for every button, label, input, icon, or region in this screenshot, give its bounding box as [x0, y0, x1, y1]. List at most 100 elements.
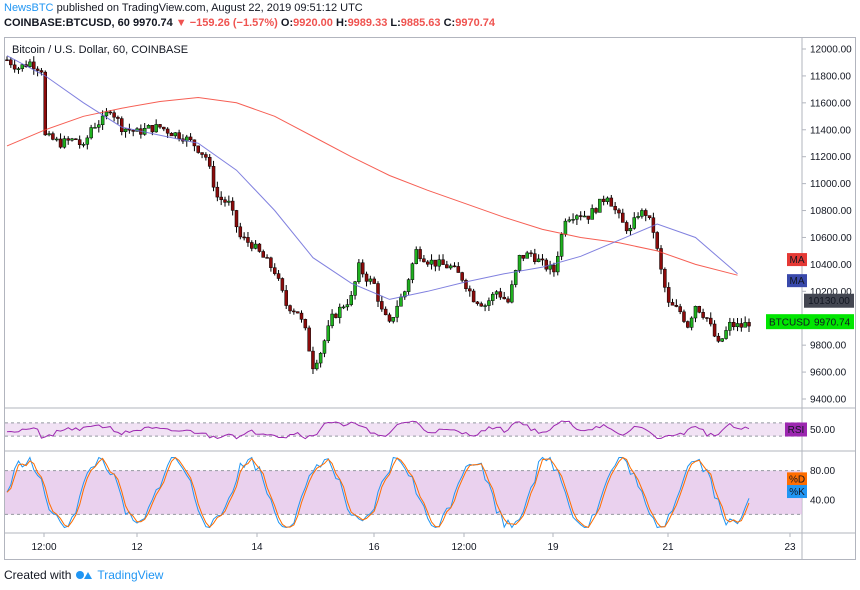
stoch-k-flag: %K: [789, 487, 805, 498]
candle-body: [51, 133, 55, 140]
tradingview-logo-icon: [76, 571, 93, 579]
candle-body: [20, 64, 25, 69]
candle-body: [146, 125, 151, 129]
close-label: C:: [443, 17, 456, 29]
candle-body: [395, 305, 399, 318]
candle-body: [567, 219, 571, 222]
candle-body: [341, 306, 346, 309]
candle-body: [246, 237, 250, 243]
candle-body: [215, 186, 220, 198]
ma-flag-blue-bg: [787, 274, 807, 288]
candle-body: [712, 323, 717, 337]
candle-body: [559, 234, 564, 257]
candle-body: [54, 138, 59, 141]
candle-body: [93, 127, 97, 129]
close-value: 9970.74: [455, 17, 495, 29]
stoch-d-flag: %D: [789, 474, 805, 485]
candle-body: [200, 152, 204, 155]
candle-body: [498, 291, 503, 298]
candle-body: [724, 330, 728, 339]
candle-body: [735, 323, 740, 328]
candle-body: [100, 115, 105, 126]
candle-body: [731, 321, 736, 328]
candle-body: [502, 296, 506, 300]
candle-body: [743, 322, 747, 328]
candle-body: [123, 128, 128, 132]
chart-frame: [4, 37, 856, 560]
candle-body: [709, 317, 713, 325]
candle-body: [556, 256, 560, 273]
candle-body: [188, 136, 193, 141]
candle-body: [330, 313, 334, 327]
candle-body: [418, 249, 422, 260]
candle-body: [28, 61, 32, 68]
candle-body: [552, 264, 556, 273]
candle-body: [74, 138, 78, 141]
candle-body: [223, 199, 227, 203]
candle-body: [578, 215, 583, 217]
x-tick-label: 21: [662, 542, 674, 553]
candle-body: [315, 362, 319, 370]
x-tick-label: 19: [547, 542, 559, 553]
publisher-name[interactable]: NewsBTC: [4, 2, 54, 14]
candle-body: [563, 220, 568, 235]
candle-body: [747, 322, 751, 327]
tradingview-link[interactable]: TradingView: [97, 568, 164, 582]
candle-body: [9, 59, 13, 66]
candle-body: [628, 228, 633, 232]
ma-flag-red: MA: [790, 255, 805, 266]
candle-body: [494, 291, 499, 295]
y-tick-label: 10200.00: [810, 287, 852, 298]
candle-body: [437, 259, 441, 267]
candle-body: [517, 254, 522, 271]
chart-header: NewsBTC published on TradingView.com, Au…: [4, 1, 854, 35]
candle-body: [299, 312, 304, 320]
price-chart[interactable]: Bitcoin / U.S. Dollar, 60, COINBASE 12000…: [4, 37, 856, 560]
candle-body: [403, 291, 407, 298]
stoch-d-line: [6, 456, 750, 529]
candle-body: [85, 137, 90, 145]
candle-body: [617, 209, 621, 214]
candle-body: [376, 283, 380, 302]
candle-body: [353, 281, 357, 296]
candle-body: [605, 197, 610, 202]
candle-body: [70, 138, 74, 141]
stoch-tick-label: 40.00: [810, 495, 835, 506]
candle-body: [150, 125, 155, 133]
candle-body: [387, 314, 392, 322]
candle-body: [433, 259, 438, 267]
prev-close-label-bg: [804, 293, 854, 308]
candle-body: [380, 301, 384, 310]
candle-body: [211, 166, 216, 188]
candle-body: [670, 302, 675, 306]
rsi-tick-label: 50.00: [810, 425, 835, 436]
candle-body: [655, 232, 659, 249]
candle-body: [701, 312, 705, 318]
candle-body: [207, 157, 212, 167]
candle-body: [383, 308, 388, 316]
candle-body: [682, 311, 686, 322]
candle-body: [32, 61, 36, 70]
candle-body: [525, 252, 529, 259]
candle-body: [311, 350, 315, 370]
candle-body: [586, 215, 591, 220]
candle-body: [441, 259, 445, 265]
candle-body: [636, 216, 640, 218]
candle-body: [643, 210, 648, 216]
y-tick-label: 9600.00: [810, 368, 847, 379]
candle-body: [104, 111, 109, 117]
candle-body: [295, 311, 300, 314]
candle-body: [43, 71, 47, 136]
y-tick-label: 11600.00: [810, 98, 851, 109]
published-text: published on TradingView.com, August 22,…: [56, 2, 363, 14]
candle-body: [571, 219, 575, 221]
rsi-flag: RSI: [788, 425, 805, 436]
candle-body: [647, 215, 652, 218]
y-tick-label: 10600.00: [810, 233, 852, 244]
candle-body: [448, 265, 453, 269]
candle-body: [349, 295, 353, 305]
candle-body: [276, 273, 281, 279]
candle-body: [280, 278, 285, 291]
y-tick-label: 9800.00: [810, 341, 847, 352]
candle-body: [58, 138, 63, 148]
